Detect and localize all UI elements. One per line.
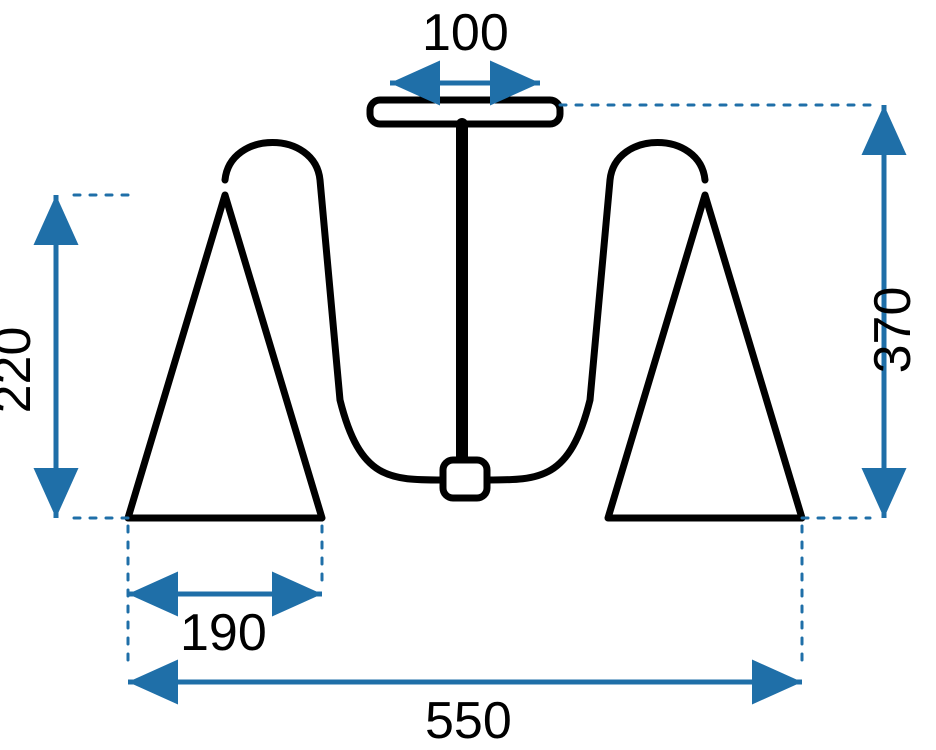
center-hub bbox=[443, 460, 487, 498]
extension-lines bbox=[70, 105, 870, 670]
label-shade-width: 190 bbox=[180, 604, 267, 662]
lamp-outline bbox=[128, 100, 802, 518]
shade-right bbox=[608, 195, 802, 518]
diagram-canvas: 100 370 220 190 550 bbox=[0, 0, 936, 750]
shade-left bbox=[128, 195, 322, 518]
dimension-drawing-svg: 100 370 220 190 550 bbox=[0, 0, 936, 750]
label-full-height: 370 bbox=[864, 287, 922, 374]
label-shade-height: 220 bbox=[0, 327, 42, 414]
label-top-width: 100 bbox=[422, 4, 509, 62]
label-full-width: 550 bbox=[425, 692, 512, 750]
